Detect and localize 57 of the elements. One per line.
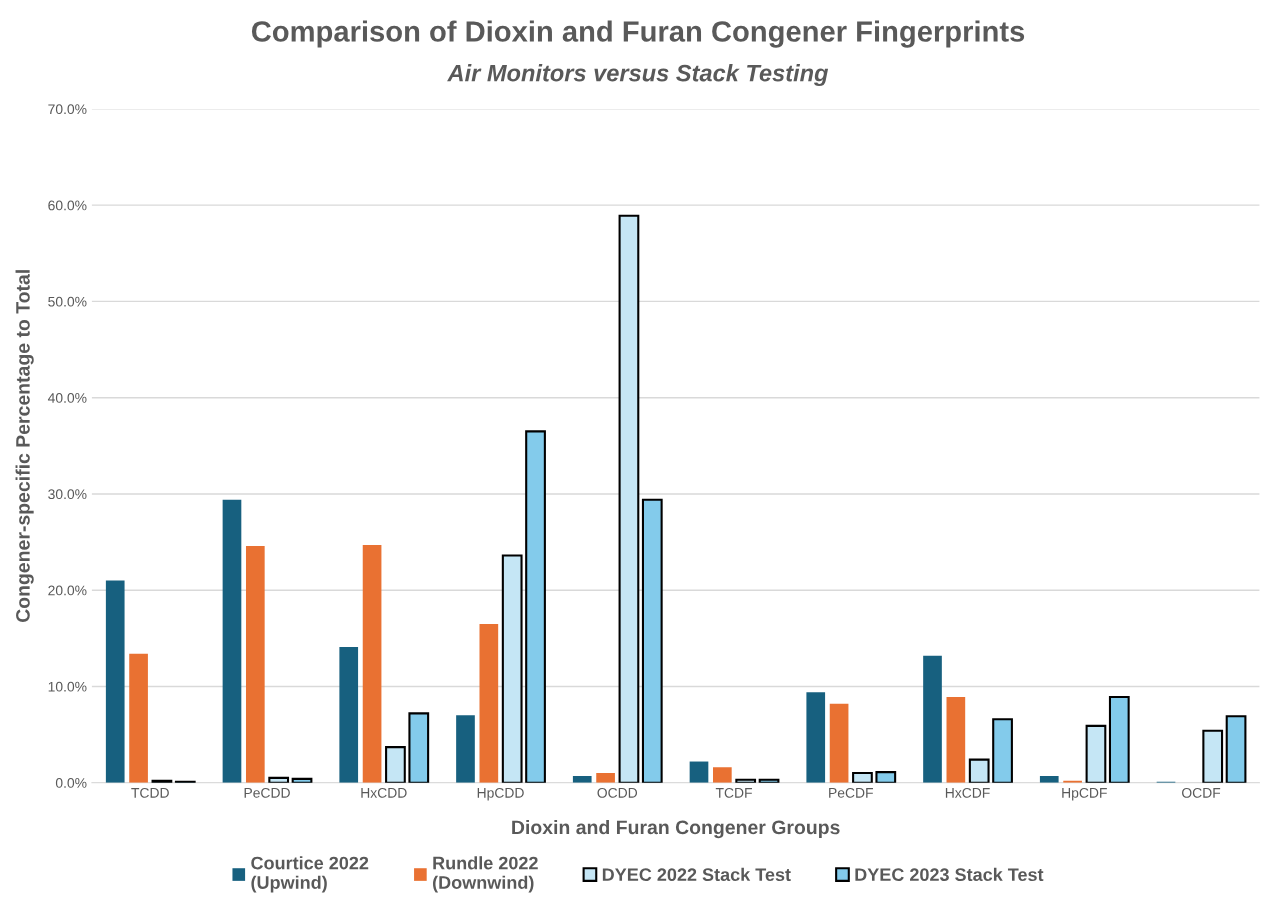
- bar: [992, 718, 1013, 783]
- bar: [1202, 729, 1224, 783]
- bar: [1225, 715, 1247, 783]
- bar: [408, 712, 430, 783]
- bar: [618, 214, 640, 783]
- bar: [572, 775, 592, 783]
- bar: [875, 771, 897, 783]
- x-tick-label: HxCDD: [361, 787, 407, 798]
- y-tick-label: 40.0%: [47, 393, 87, 403]
- bar: [1039, 775, 1059, 783]
- x-tick-label: OCDD: [597, 787, 638, 798]
- bar: [362, 544, 382, 783]
- bar: [479, 623, 499, 783]
- y-tick-label: 30.0%: [48, 489, 87, 500]
- y-tick-label: 50.0%: [48, 296, 87, 307]
- legend-label: DYEC 2022 Stack Test: [602, 867, 791, 882]
- bar: [245, 545, 265, 783]
- bar: [806, 692, 826, 783]
- x-tick-label: TCDF: [715, 787, 752, 798]
- bar: [829, 703, 849, 783]
- x-tick-label: HpCDF: [1062, 787, 1107, 801]
- x-tick-label: HxCDF: [945, 787, 990, 798]
- bar: [1108, 696, 1130, 783]
- legend-label: Rundle 2022 (Downwind): [433, 856, 538, 893]
- y-axis-title: Congener-specific Percentage to Total: [15, 270, 34, 623]
- x-axis-title: Dioxin and Furan Congener Groups: [512, 819, 840, 839]
- bar: [923, 655, 942, 783]
- x-tick-label: HpCDD: [477, 787, 524, 801]
- chart-title: Comparison of Dioxin and Furan Congener Fingerprints: [251, 20, 1025, 48]
- bar: [946, 697, 966, 783]
- y-tick-label: 20.0%: [48, 585, 87, 596]
- bar: [525, 430, 546, 783]
- bar: [968, 758, 990, 783]
- x-tick-label: PeCDD: [244, 787, 290, 798]
- bar: [852, 772, 873, 783]
- bar: [501, 554, 523, 783]
- bar: [1085, 724, 1107, 783]
- legend-label: Courtice 2022 (Upwind): [251, 856, 369, 893]
- bar: [596, 773, 615, 783]
- bar: [713, 767, 732, 783]
- y-tick-label: 0.0%: [55, 778, 87, 788]
- bar: [641, 498, 663, 783]
- bar: [689, 761, 709, 783]
- bar: [129, 653, 148, 783]
- x-tick-label: OCDF: [1182, 787, 1221, 798]
- y-tick-label: 70.0%: [48, 104, 87, 115]
- bar: [385, 746, 406, 783]
- x-tick-label: TCDD: [131, 787, 169, 798]
- bar: [339, 646, 359, 783]
- chart-subtitle: Air Monitors versus Stack Testing: [447, 64, 829, 87]
- bar: [456, 715, 475, 783]
- bar: [105, 580, 125, 783]
- y-tick-label: 60.0%: [48, 200, 87, 211]
- legend-label: DYEC 2023 Stack Test: [855, 867, 1044, 882]
- x-tick-label: PeCDF: [829, 787, 873, 798]
- bar: [222, 499, 242, 783]
- y-tick-label: 10.0%: [48, 681, 87, 692]
